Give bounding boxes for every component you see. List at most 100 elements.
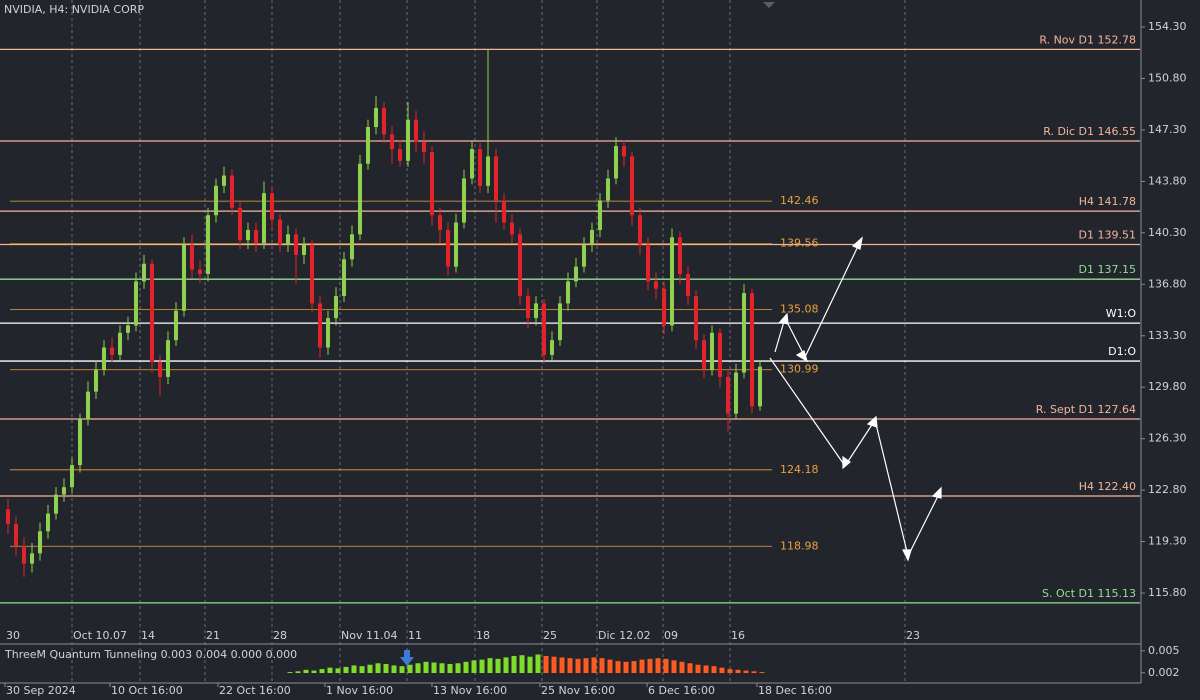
candle-body [270, 193, 274, 220]
candle-body [246, 229, 250, 241]
level-label: D1:O [1108, 345, 1136, 358]
candle-body [486, 156, 490, 186]
projection-up [774, 241, 861, 359]
level-label: S. Oct D1 115.13 [1042, 587, 1136, 600]
x-tick-label: 18 Dec 16:00 [758, 684, 832, 697]
indicator-bar [423, 661, 429, 673]
candle-body [758, 366, 762, 407]
indicator-bar [543, 655, 549, 673]
candle-body [406, 119, 410, 161]
indicator-bar [359, 666, 365, 673]
indicator-bar [575, 658, 581, 673]
candle-body [622, 146, 626, 157]
x-tick-label: 23 [906, 629, 920, 642]
candle-body [614, 146, 618, 179]
candles [6, 49, 762, 577]
indicator-bar [719, 667, 725, 673]
candle-body [334, 296, 338, 319]
indicator-bar [319, 669, 325, 673]
candle-body [118, 332, 122, 355]
indicator-bar [519, 655, 525, 673]
indicator-bar [735, 669, 741, 673]
indicator-panel: ThreeM Quantum Tunneling 0.003 0.004 0.0… [4, 644, 1180, 679]
indicator-bar [479, 659, 485, 673]
projection-arrows [769, 236, 942, 562]
indicator-bar [535, 654, 541, 673]
x-tick-label: 14 [141, 629, 155, 642]
y-tick-label: 122.80 [1148, 483, 1187, 496]
candle-body [262, 193, 266, 244]
indicator-bar [463, 661, 469, 673]
candle-body [662, 288, 666, 326]
x-tick-label: 6 Dec 16:00 [648, 684, 715, 697]
candle-body [158, 362, 162, 377]
indicator-bar [743, 670, 749, 673]
indicator-bar [679, 661, 685, 673]
indicator-bar [607, 659, 613, 673]
indicator-bar [559, 657, 565, 673]
candle-body [166, 340, 170, 377]
candle-body [678, 237, 682, 275]
x-tick-label: 10 Oct 16:00 [111, 684, 183, 697]
level-label: D1 137.15 [1079, 263, 1136, 276]
candle-body [718, 332, 722, 377]
indicator-bar [599, 658, 605, 673]
indicator-bar [407, 664, 413, 673]
indicator-bar [503, 657, 509, 673]
candle-body [102, 347, 106, 370]
indicator-bar [663, 658, 669, 673]
candle-body [470, 149, 474, 179]
y-tick-label: 133.30 [1148, 329, 1187, 342]
indicator-bar [727, 669, 733, 673]
arrow-head [778, 312, 789, 325]
candle-body [182, 244, 186, 311]
candle-body [358, 163, 362, 235]
level-label: W1:O [1106, 307, 1137, 320]
candle-body [342, 259, 346, 297]
grid: 30 Oct 10.07 14 21 28 Nov 11.04 11 18 25 Dic 12.0… [6, 0, 920, 683]
candle-body [542, 303, 546, 355]
candle-body [318, 303, 322, 348]
indicator-bar [647, 658, 653, 673]
indicator-bar [351, 665, 357, 673]
indicator-bar [639, 659, 645, 673]
indicator-bar [375, 663, 381, 673]
candle-body [126, 325, 130, 333]
pivot-label: 135.08 [780, 303, 819, 316]
y-tick-label: 147.30 [1148, 123, 1187, 136]
level-label: H4 122.40 [1079, 480, 1136, 493]
candle-body [6, 509, 10, 524]
candle-body [454, 222, 458, 267]
candle-body [70, 465, 74, 488]
level-label: R. Sept D1 127.64 [1036, 403, 1136, 416]
x-tick-label: Nov 11.04 [341, 629, 397, 642]
y-tick-label: 150.80 [1148, 72, 1187, 85]
candle-body [214, 185, 218, 216]
indicator-bar [615, 661, 621, 673]
candle-body [110, 347, 114, 355]
candle-body [206, 215, 210, 275]
x-tick-label: 25 Nov 16:00 [541, 684, 615, 697]
x-tick-label: 28 [273, 629, 287, 642]
indicator-bar [431, 662, 437, 673]
candle-body [62, 487, 66, 495]
indicator-bar [687, 663, 693, 673]
indicator-bar [343, 666, 349, 673]
candle-body [310, 244, 314, 304]
candle-body [638, 215, 642, 245]
candle-body [326, 318, 330, 348]
candle-body [518, 234, 522, 297]
candle-body [294, 234, 298, 255]
chart-title: NVIDIA, H4: NVIDIA CORP [4, 3, 144, 16]
candle-body [198, 269, 202, 275]
indicator-bar [471, 660, 477, 673]
candle-body [374, 107, 378, 128]
indicator-bar [511, 655, 517, 673]
indicator-bar [455, 663, 461, 673]
candle-body [78, 419, 82, 466]
candle-body [502, 200, 506, 223]
candle-body [438, 215, 442, 230]
candle-body [734, 372, 738, 414]
indicator-bar [583, 658, 589, 673]
